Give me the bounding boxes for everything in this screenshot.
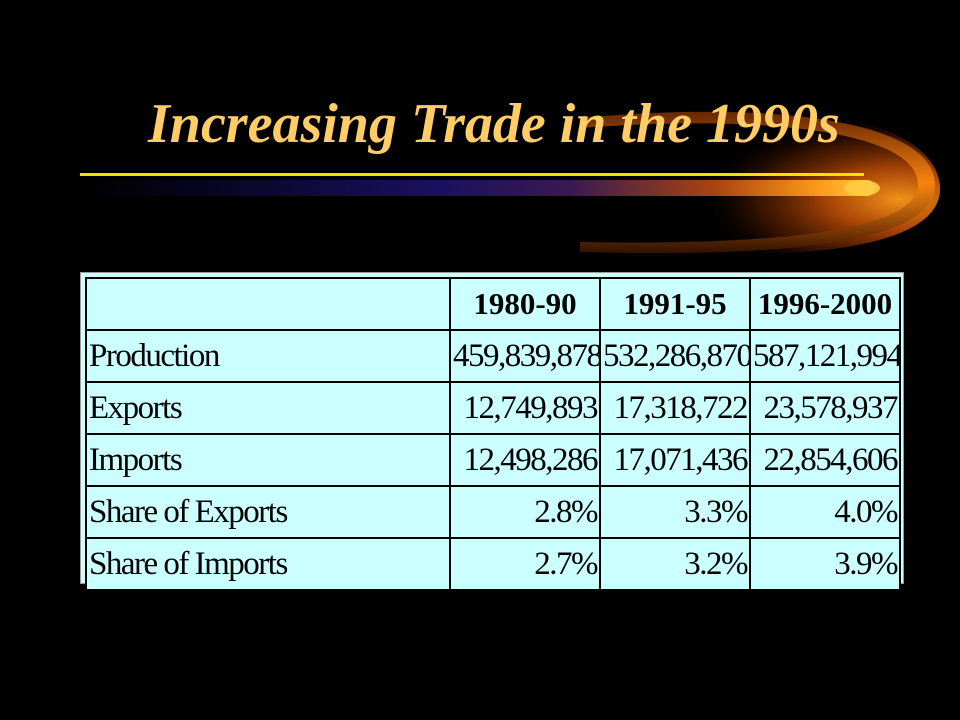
header-cell-1991-95: 1991-95 bbox=[599, 277, 751, 331]
table-cell: 23,578,937 bbox=[749, 381, 901, 435]
table-cell: 3.9% bbox=[749, 537, 901, 591]
table-cell: 587,121,994 bbox=[749, 329, 901, 383]
table-row-production: Production 459,839,878 532,286,870 587,1… bbox=[85, 329, 901, 383]
header-cell-empty bbox=[85, 277, 451, 331]
table-row-share-of-imports: Share of Imports 2.7% 3.2% 3.9% bbox=[85, 537, 901, 591]
table-cell: 2.7% bbox=[449, 537, 601, 591]
table-cell: 12,749,893 bbox=[449, 381, 601, 435]
row-label: Production bbox=[85, 329, 451, 383]
table-cell: 22,854,606 bbox=[749, 433, 901, 487]
header-cell-1980-90: 1980-90 bbox=[449, 277, 601, 331]
table-row-share-of-exports: Share of Exports 2.8% 3.3% 4.0% bbox=[85, 485, 901, 539]
slide-title: Increasing Trade in the 1990s bbox=[148, 93, 840, 155]
table-header-row: 1980-90 1991-95 1996-2000 bbox=[85, 277, 901, 331]
table-cell: 17,071,436 bbox=[599, 433, 751, 487]
header-cell-1996-2000: 1996-2000 bbox=[749, 277, 901, 331]
row-label: Exports bbox=[85, 381, 451, 435]
table-cell: 532,286,870 bbox=[599, 329, 751, 383]
row-label: Imports bbox=[85, 433, 451, 487]
row-label: Share of Imports bbox=[85, 537, 451, 591]
table-cell: 2.8% bbox=[449, 485, 601, 539]
table-cell: 3.3% bbox=[599, 485, 751, 539]
trade-table: 1980-90 1991-95 1996-2000 Production 459… bbox=[85, 277, 901, 591]
table-cell: 4.0% bbox=[749, 485, 901, 539]
table-row-imports: Imports 12,498,286 17,071,436 22,854,606 bbox=[85, 433, 901, 487]
table-cell: 17,318,722 bbox=[599, 381, 751, 435]
decorative-swoosh bbox=[80, 108, 941, 255]
data-table-frame: 1980-90 1991-95 1996-2000 Production 459… bbox=[80, 272, 904, 591]
table-cell: 3.2% bbox=[599, 537, 751, 591]
row-label: Share of Exports bbox=[85, 485, 451, 539]
table-cell: 459,839,878 bbox=[449, 329, 601, 383]
table-row-exports: Exports 12,749,893 17,318,722 23,578,937 bbox=[85, 381, 901, 435]
table-cell: 12,498,286 bbox=[449, 433, 601, 487]
